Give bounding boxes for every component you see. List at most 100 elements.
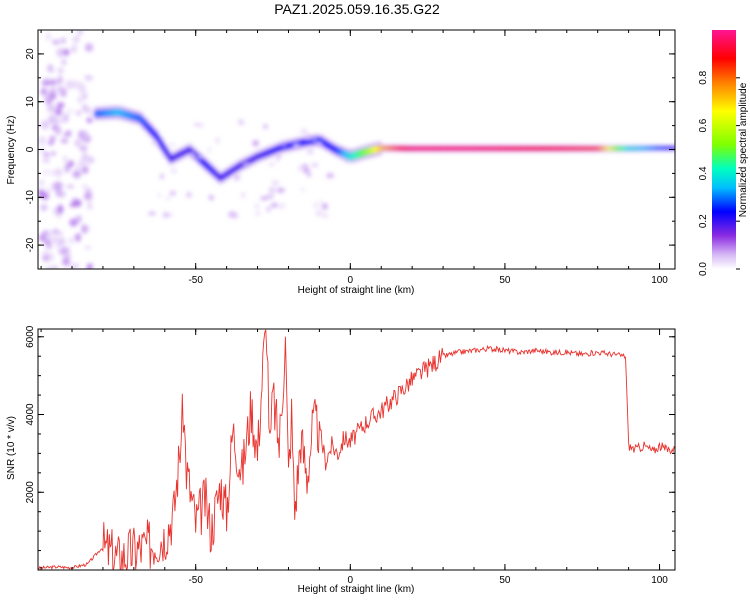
heatmap-noise-blob bbox=[276, 187, 285, 193]
colorbar-tick-label: 0.2 bbox=[698, 214, 709, 228]
heatmap-noise-blob bbox=[49, 93, 57, 100]
heatmap-noise-blob bbox=[169, 191, 176, 196]
y-tick-label: 4000 bbox=[25, 403, 36, 426]
heatmap-noise-blob bbox=[77, 96, 84, 104]
heatmap-noise-blob bbox=[321, 203, 328, 210]
heatmap-noise-blob bbox=[315, 209, 323, 217]
heatmap-noise-blob bbox=[51, 264, 59, 269]
heatmap-noise-blob bbox=[48, 79, 57, 86]
heatmap-noise-blob bbox=[311, 163, 319, 168]
x-tick-label: 0 bbox=[348, 575, 354, 586]
snr-frame bbox=[37, 328, 676, 571]
heatmap-noise-blob bbox=[240, 191, 246, 199]
heatmap-noise-blob bbox=[240, 121, 246, 126]
heatmap-noise-blob bbox=[270, 202, 278, 208]
heatmap-noise-blob bbox=[233, 212, 239, 219]
heatmap-noise-blob bbox=[49, 135, 56, 141]
heatmap-noise-blob bbox=[42, 249, 49, 256]
heatmap-noise-blob bbox=[62, 155, 68, 164]
snr-plot-area bbox=[38, 329, 675, 570]
colorbar bbox=[712, 30, 736, 269]
heatmap-noise-blob bbox=[263, 123, 268, 130]
heatmap-noise-blob bbox=[255, 203, 260, 210]
heatmap-noise-blob bbox=[58, 237, 66, 246]
heatmap-noise-blob bbox=[54, 125, 62, 135]
heatmap-noise-blob bbox=[54, 107, 63, 116]
heatmap-noise-blob bbox=[77, 30, 83, 36]
heatmap-noise-blob bbox=[266, 194, 275, 199]
heatmap-noise-blob bbox=[71, 42, 78, 52]
heatmap-axes: -50 0 50 100 -20 -10 0 10 20 bbox=[25, 29, 675, 286]
heatmap-noise-blob bbox=[269, 162, 275, 167]
heatmap-noise-blob bbox=[39, 146, 46, 154]
heatmap-noise-blob bbox=[47, 140, 55, 145]
heatmap-noise-blob bbox=[278, 202, 286, 210]
heatmap-noise-blob bbox=[46, 103, 53, 113]
heatmap-noise-blob bbox=[72, 170, 82, 179]
heatmap-noise-blob bbox=[45, 243, 53, 250]
heatmap-noise-blob bbox=[57, 204, 64, 215]
heatmap-noise-blob bbox=[318, 200, 324, 204]
heatmap-noise-blob bbox=[170, 168, 178, 174]
heatmap-noise-blob bbox=[56, 102, 65, 108]
heatmap-noise-blob bbox=[64, 253, 72, 259]
heatmap-noise-blob bbox=[82, 93, 88, 100]
heatmap-noise-blob bbox=[83, 192, 93, 201]
heatmap-noise-blob bbox=[208, 195, 214, 201]
heatmap-noise-blob bbox=[54, 181, 63, 191]
heatmap-noise-blob bbox=[163, 211, 168, 218]
heatmap-noise-blob bbox=[165, 196, 171, 200]
heatmap-noise-blob bbox=[159, 173, 164, 180]
heatmap-noise-blob bbox=[38, 189, 45, 198]
heatmap-noise-blob bbox=[268, 187, 276, 194]
heatmap-noise-blob bbox=[322, 213, 329, 219]
snr-x-label: Height of straight line (km) bbox=[298, 584, 415, 595]
heatmap-noise-blob bbox=[82, 183, 88, 190]
x-tick-label: -50 bbox=[188, 575, 203, 586]
heatmap-noise-blob bbox=[193, 122, 200, 127]
heatmap-noise-blob bbox=[50, 151, 57, 156]
heatmap-noise-blob bbox=[45, 32, 51, 42]
heatmap-noise-blob bbox=[58, 116, 66, 124]
heatmap-noise-blob bbox=[60, 138, 69, 144]
heatmap-noise-blob bbox=[196, 154, 204, 160]
heatmap-noise-blob bbox=[56, 86, 65, 94]
heatmap-noise-blob bbox=[207, 146, 212, 154]
heatmap-noise-blob bbox=[53, 118, 60, 126]
heatmap-noise-blob bbox=[233, 173, 240, 181]
y-tick-label: -10 bbox=[25, 190, 36, 205]
heatmap-noise-blob bbox=[47, 64, 54, 73]
heatmap-noise-blob bbox=[276, 153, 282, 160]
heatmap-noise-blob bbox=[38, 234, 45, 242]
heatmap-noise-blob bbox=[64, 163, 70, 173]
heatmap-noise-blob bbox=[260, 196, 269, 201]
heatmap-noise-blob bbox=[301, 164, 309, 168]
y-tick-label: 6000 bbox=[25, 325, 36, 348]
heatmap-noise-blob bbox=[305, 134, 311, 141]
heatmap-noise-blob bbox=[84, 245, 92, 250]
colorbar-tick-label: 0.4 bbox=[698, 166, 709, 180]
heatmap-noise-blob bbox=[151, 141, 158, 146]
heatmap-noise-blob bbox=[61, 58, 67, 66]
heatmap-noise-blob bbox=[44, 233, 54, 242]
heatmap-noise-blob bbox=[186, 191, 192, 199]
heatmap-noise-blob bbox=[66, 184, 75, 189]
heatmap-noise-blob bbox=[148, 211, 156, 216]
heatmap-noise-blob bbox=[48, 117, 54, 124]
heatmap-noise-blob bbox=[189, 150, 195, 158]
heatmap-noise-blob bbox=[252, 140, 260, 147]
heatmap-noise-blob bbox=[44, 91, 52, 101]
heatmap-noise-blob bbox=[57, 75, 63, 85]
heatmap-noise-blob bbox=[169, 143, 175, 147]
heatmap-noise-blob bbox=[60, 37, 66, 44]
heatmap-noise-blob bbox=[74, 233, 81, 242]
heatmap-noise-blob bbox=[83, 225, 90, 233]
spectrogram-heatmap bbox=[38, 30, 675, 269]
y-tick-label: 0 bbox=[25, 146, 36, 152]
heatmap-noise-blob bbox=[74, 139, 82, 147]
heatmap-noise-blob bbox=[86, 117, 93, 123]
heatmap-noise-blob bbox=[87, 107, 93, 116]
heatmap-noise-blob bbox=[326, 172, 335, 179]
heatmap-noise-blob bbox=[42, 158, 51, 163]
